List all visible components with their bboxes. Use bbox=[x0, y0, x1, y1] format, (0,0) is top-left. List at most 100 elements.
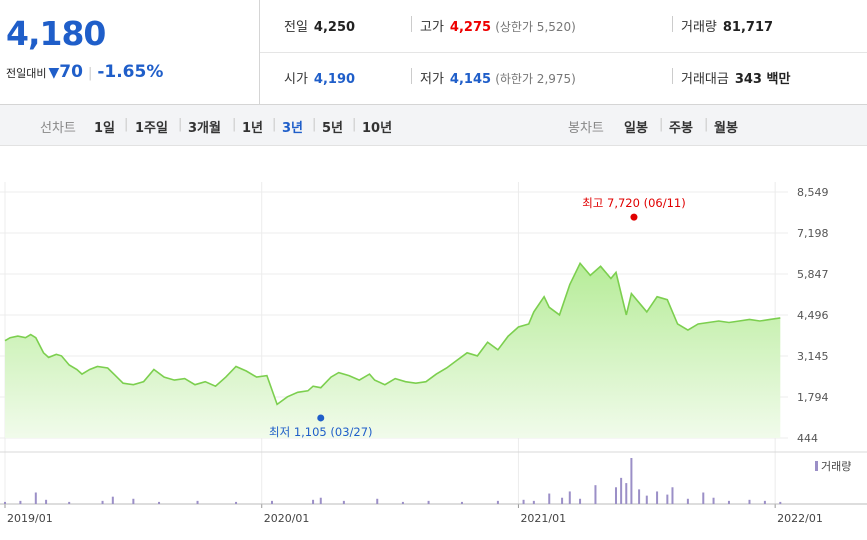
stat-value: 4,250 bbox=[313, 20, 356, 35]
stat-prev-close: 전일 4,250 bbox=[284, 16, 355, 35]
volume-bar bbox=[666, 494, 669, 504]
volume-bar bbox=[132, 498, 135, 504]
down-arrow-icon: ▼ bbox=[48, 65, 60, 81]
volume-bar bbox=[748, 499, 751, 504]
volume-bar bbox=[196, 500, 199, 504]
price-chart: 8,549 7,198 5,847 4,496 3,145 1,794 444 2019/01… bbox=[0, 182, 867, 525]
tab-daily[interactable]: 일봉 bbox=[624, 121, 648, 136]
min-label: 최저 1,105 (03/27) bbox=[269, 425, 373, 439]
volume-bar bbox=[763, 500, 766, 504]
y-tick-label: 444 bbox=[797, 432, 818, 445]
stats-row: 시가 4,190 저가 4,145 (하한가 2,975) 거래대금 343 백만 bbox=[260, 52, 867, 104]
tab-weekly[interactable]: 주봉 bbox=[669, 121, 693, 136]
volume-legend-label: 거래량 bbox=[821, 460, 851, 473]
x-tick-label: 2020/01 bbox=[264, 512, 310, 525]
volume-bar bbox=[625, 483, 628, 504]
divider bbox=[411, 68, 412, 84]
volume-bar bbox=[712, 497, 715, 504]
divider bbox=[411, 16, 412, 32]
divider: | bbox=[704, 117, 709, 132]
current-price: 4,180 bbox=[6, 14, 106, 53]
volume-bar bbox=[656, 491, 659, 504]
stat-value: 4,190 bbox=[313, 72, 356, 87]
stat-volume: 거래량 81,717 bbox=[681, 16, 773, 35]
divider: | bbox=[87, 66, 93, 81]
volume-bar bbox=[638, 489, 641, 504]
tab-monthly[interactable]: 월봉 bbox=[714, 121, 738, 136]
tab-3y[interactable]: 3년 bbox=[282, 121, 304, 136]
volume-bar bbox=[522, 499, 525, 504]
stat-value: 4,145 bbox=[449, 72, 492, 87]
stat-label: 거래량 bbox=[681, 20, 717, 35]
volume-bar bbox=[620, 477, 623, 504]
volume-bar bbox=[111, 496, 114, 504]
volume-bar bbox=[645, 495, 648, 504]
candle-chart-label: 봉차트 bbox=[568, 121, 604, 136]
change-label: 전일대비 bbox=[6, 67, 47, 80]
change-percent: -1.65% bbox=[97, 62, 164, 82]
stat-label: 고가 bbox=[420, 20, 444, 35]
divider bbox=[672, 16, 673, 32]
chart-tab-bar: 선차트 1일 | 1주일 | 3개월 | 1년 | 3년 | 5년 | 10년 … bbox=[0, 105, 867, 146]
y-tick-label: 4,496 bbox=[797, 309, 829, 322]
price-change: 전일대비 ▼70 | -1.65% bbox=[6, 62, 163, 82]
tab-10y[interactable]: 10년 bbox=[362, 121, 393, 136]
tab-1y[interactable]: 1년 bbox=[242, 121, 264, 136]
volume-bar bbox=[68, 501, 71, 504]
volume-bar bbox=[702, 492, 705, 504]
upper-limit: (상한가 5,520) bbox=[495, 20, 576, 34]
volume-bar bbox=[376, 498, 379, 504]
volume-bar bbox=[496, 500, 499, 504]
volume-bar bbox=[594, 485, 597, 504]
volume-bar bbox=[460, 501, 463, 504]
volume-bar bbox=[671, 487, 674, 504]
y-tick-label: 5,847 bbox=[797, 268, 829, 281]
volume-bar bbox=[568, 491, 571, 504]
x-tick-label: 2021/01 bbox=[520, 512, 566, 525]
stat-high: 고가 4,275 (상한가 5,520) bbox=[420, 16, 576, 35]
x-tick-label: 2019/01 bbox=[7, 512, 53, 525]
change-amount: 70 bbox=[59, 62, 83, 82]
stat-label: 저가 bbox=[420, 72, 444, 87]
stats-panel: 전일 4,250 고가 4,275 (상한가 5,520) 거래량 81,717 시가… bbox=[260, 0, 867, 104]
volume-bar bbox=[19, 500, 22, 504]
volume-bar bbox=[548, 493, 551, 504]
lower-limit: (하한가 2,975) bbox=[495, 72, 576, 86]
volume-bar bbox=[614, 487, 617, 504]
stat-value: 81,717 bbox=[722, 20, 774, 35]
stats-row: 전일 4,250 고가 4,275 (상한가 5,520) 거래량 81,717 bbox=[260, 0, 867, 53]
volume-bar bbox=[401, 501, 404, 504]
divider: | bbox=[659, 117, 664, 132]
y-tick-label: 3,145 bbox=[797, 350, 829, 363]
volume-bar bbox=[270, 500, 273, 504]
divider bbox=[672, 68, 673, 84]
volume-bar bbox=[779, 501, 782, 504]
volume-bar bbox=[45, 499, 48, 504]
y-tick-label: 8,549 bbox=[797, 186, 829, 199]
tab-1w[interactable]: 1주일 bbox=[135, 121, 168, 136]
volume-bar bbox=[630, 458, 633, 504]
min-marker bbox=[317, 414, 325, 422]
divider: | bbox=[352, 117, 357, 132]
volume-bar bbox=[319, 497, 322, 504]
volume-bar bbox=[342, 500, 345, 504]
stat-label: 시가 bbox=[284, 72, 308, 87]
divider: | bbox=[178, 117, 183, 132]
max-marker bbox=[630, 213, 638, 221]
y-tick-label: 7,198 bbox=[797, 227, 829, 240]
stat-low: 저가 4,145 (하한가 2,975) bbox=[420, 68, 576, 87]
volume-bar bbox=[4, 501, 6, 504]
tab-1d[interactable]: 1일 bbox=[94, 121, 116, 136]
volume-bar bbox=[427, 500, 430, 504]
stat-amount: 거래대금 343 백만 bbox=[681, 68, 790, 87]
stat-label: 거래대금 bbox=[681, 72, 729, 87]
tab-3m[interactable]: 3개월 bbox=[188, 121, 221, 136]
y-tick-label: 1,794 bbox=[797, 391, 829, 404]
volume-bar bbox=[312, 499, 315, 504]
quote-header: 4,180 전일대비 ▼70 | -1.65% 전일 4,250 고가 4,275 (상한… bbox=[0, 0, 867, 105]
volume-bar bbox=[561, 497, 564, 504]
tab-5y[interactable]: 5년 bbox=[322, 121, 344, 136]
price-line bbox=[4, 261, 781, 406]
volume-bar bbox=[532, 500, 535, 504]
stat-label: 전일 bbox=[284, 20, 308, 35]
